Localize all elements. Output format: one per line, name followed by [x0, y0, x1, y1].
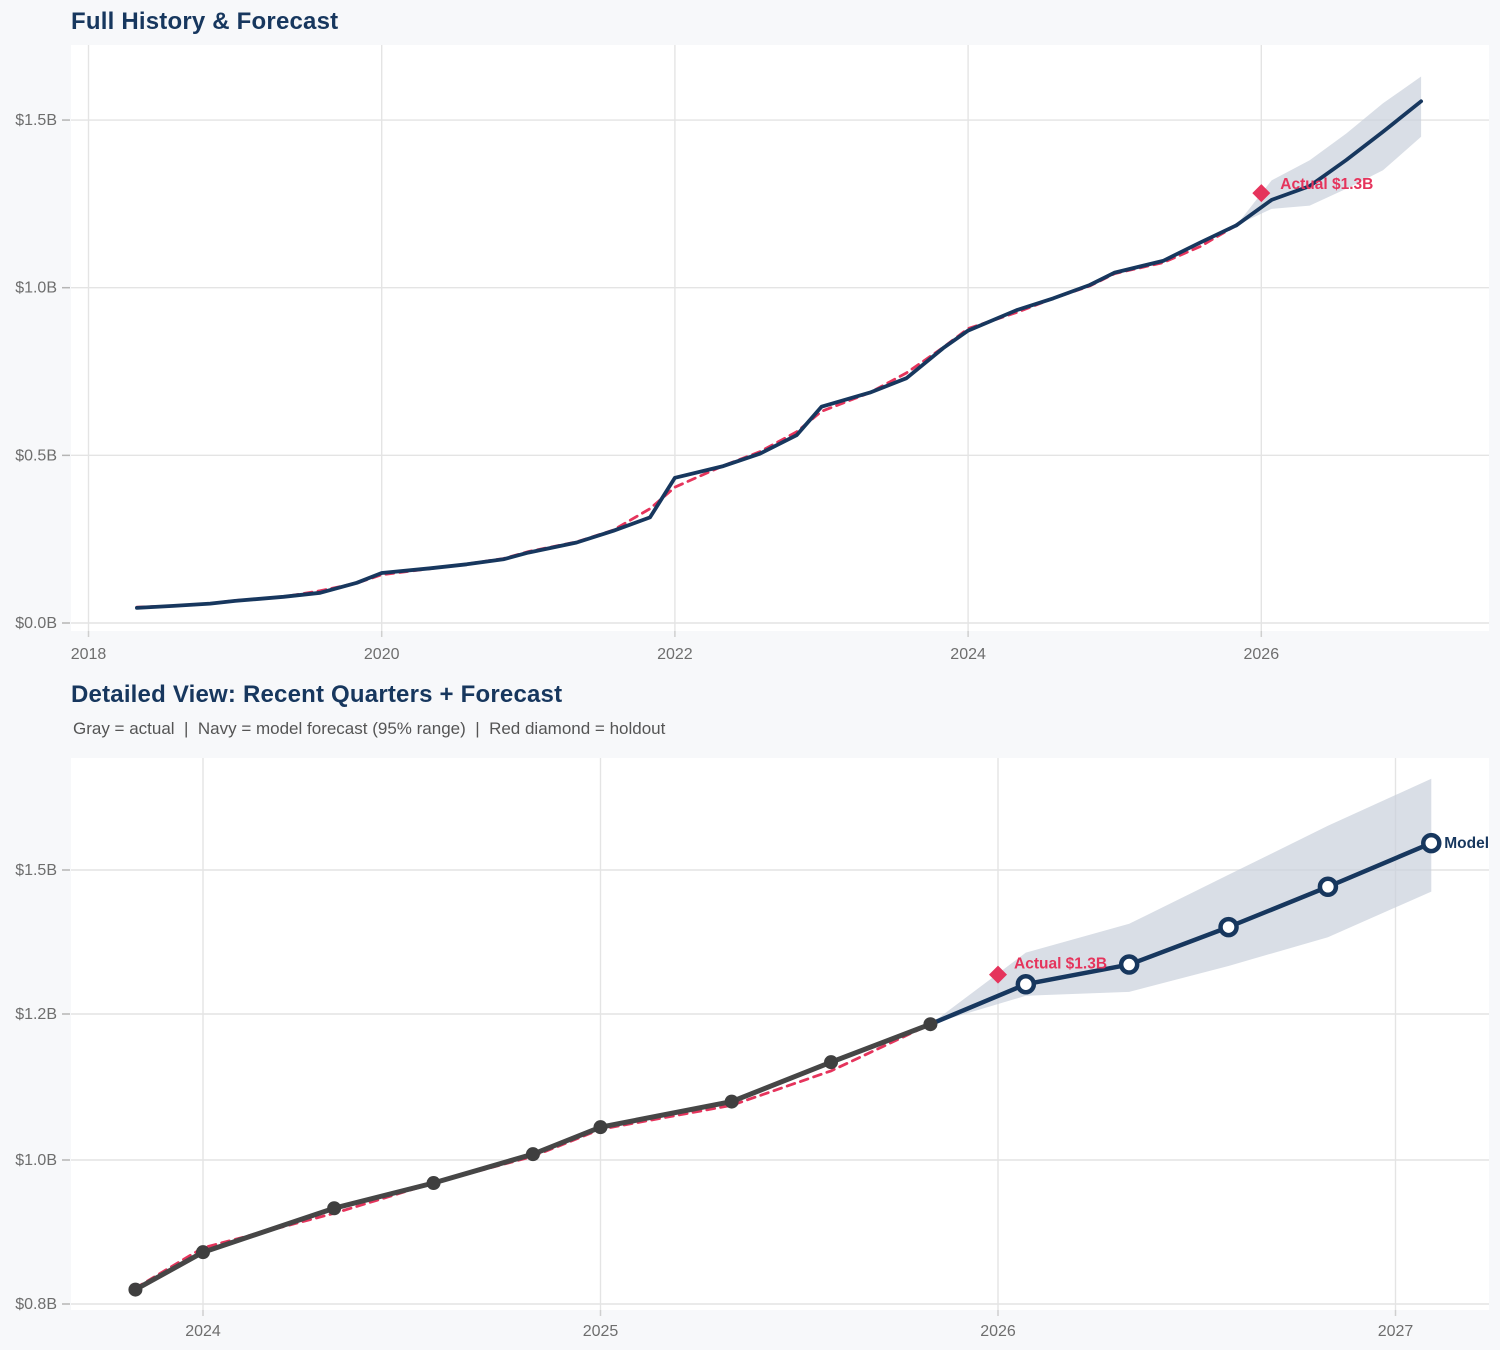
- holdout-diamond: [989, 965, 1007, 984]
- actual-point: [128, 1282, 143, 1297]
- y-tick-label: $1.5B: [15, 112, 57, 129]
- x-tick-label: 2020: [364, 646, 400, 663]
- bottom-chart-legend-subtitle: Gray = actual | Navy = model forecast (9…: [73, 719, 666, 738]
- x-tick-label: 2024: [950, 646, 986, 663]
- holdout-label: Actual $1.3B: [1280, 176, 1373, 193]
- y-tick-label: $1.2B: [15, 1006, 57, 1023]
- forecast-point: [1218, 916, 1239, 938]
- plot-area: [71, 45, 1489, 631]
- actual-point: [525, 1147, 540, 1162]
- x-tick-label: 2022: [657, 646, 693, 663]
- forecast-line: [1234, 99, 1423, 228]
- forecast-point: [1317, 876, 1339, 898]
- x-tick-label: 2026: [980, 1323, 1016, 1340]
- confidence-band: [1236, 76, 1422, 226]
- y-tick-label: $1.5B: [15, 862, 57, 879]
- y-tick-label: $1.0B: [15, 1152, 57, 1169]
- y-tick-label: $0.0B: [15, 615, 57, 632]
- x-tick-label: 2024: [185, 1323, 221, 1340]
- top-chart-title: Full History & Forecast: [71, 8, 339, 35]
- confidence-band: [930, 778, 1432, 1025]
- model-label: Model: [1444, 835, 1489, 852]
- x-tick-label: 2025: [583, 1323, 619, 1340]
- actual-point: [196, 1245, 210, 1260]
- holdout-diamond: [1252, 184, 1271, 203]
- bottom-chart-title: Detailed View: Recent Quarters + Forecas…: [71, 681, 563, 708]
- forecast-point: [1015, 973, 1037, 995]
- actual-point: [824, 1055, 839, 1070]
- actual-point: [327, 1201, 342, 1216]
- actual-point: [923, 1017, 938, 1032]
- actual-point: [724, 1094, 739, 1109]
- y-tick-label: $0.8B: [15, 1296, 57, 1313]
- forecast-point: [1118, 954, 1140, 975]
- holdout-label: Actual $1.3B: [1014, 956, 1107, 973]
- y-tick-label: $1.0B: [15, 280, 57, 297]
- actual-point: [593, 1120, 608, 1135]
- x-tick-label: 2026: [1244, 646, 1280, 663]
- x-tick-label: 2018: [71, 646, 107, 663]
- actual-line: [135, 223, 1239, 610]
- actual-point: [426, 1176, 441, 1191]
- x-tick-label: 2027: [1378, 1323, 1414, 1340]
- forecast-point: [1421, 832, 1442, 854]
- forecast-line: [928, 840, 1434, 1027]
- y-tick-label: $0.5B: [15, 447, 57, 464]
